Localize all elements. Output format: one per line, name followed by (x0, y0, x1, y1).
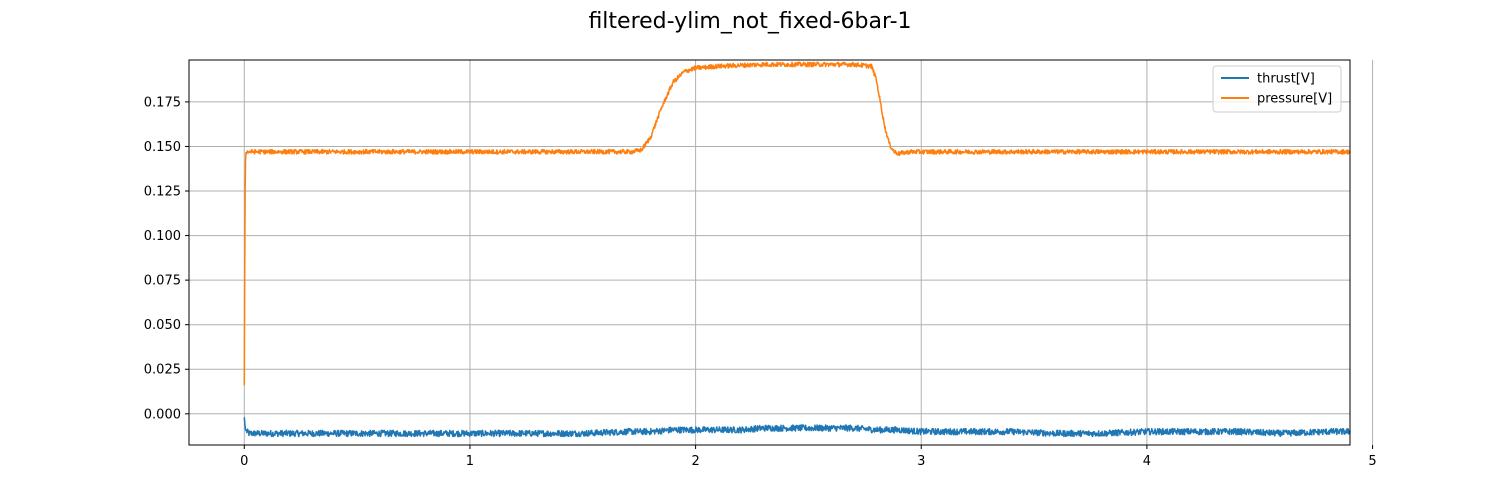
y-tick-label: 0.100 (144, 229, 181, 244)
y-tick-label: 0.125 (144, 185, 181, 200)
y-tick-label: 0.075 (144, 274, 181, 289)
grid (189, 60, 1374, 445)
legend: thrust[V] pressure[V] (1212, 65, 1342, 113)
y-tick-label: 0.150 (144, 140, 181, 155)
x-tick-label: 1 (466, 454, 474, 469)
x-tick-label: 2 (691, 454, 699, 469)
series-line-pressure-v- (243, 61, 1351, 386)
axes: 0 1 2 3 4 5 0.000 0.025 0.050 0.075 0.100 0.125 0.15… (144, 95, 1377, 469)
x-tick-label: 4 (1143, 454, 1151, 469)
series-layer (243, 61, 1351, 438)
x-tick-label: 5 (1368, 454, 1376, 469)
y-tick-label: 0.000 (144, 407, 181, 422)
y-tick-label: 0.025 (144, 363, 181, 378)
x-tick-label: 0 (240, 454, 248, 469)
plot-area-frame (188, 59, 1351, 446)
y-tick-label: 0.050 (144, 318, 181, 333)
legend-label: pressure[V] (1257, 92, 1332, 107)
x-tick-label: 3 (917, 454, 925, 469)
chart-title: filtered-ylim_not_fixed-6bar-1 (588, 9, 911, 34)
legend-label: thrust[V] (1257, 72, 1315, 87)
series-line-thrust-v- (243, 417, 1351, 438)
y-tick-label: 0.175 (144, 95, 181, 110)
